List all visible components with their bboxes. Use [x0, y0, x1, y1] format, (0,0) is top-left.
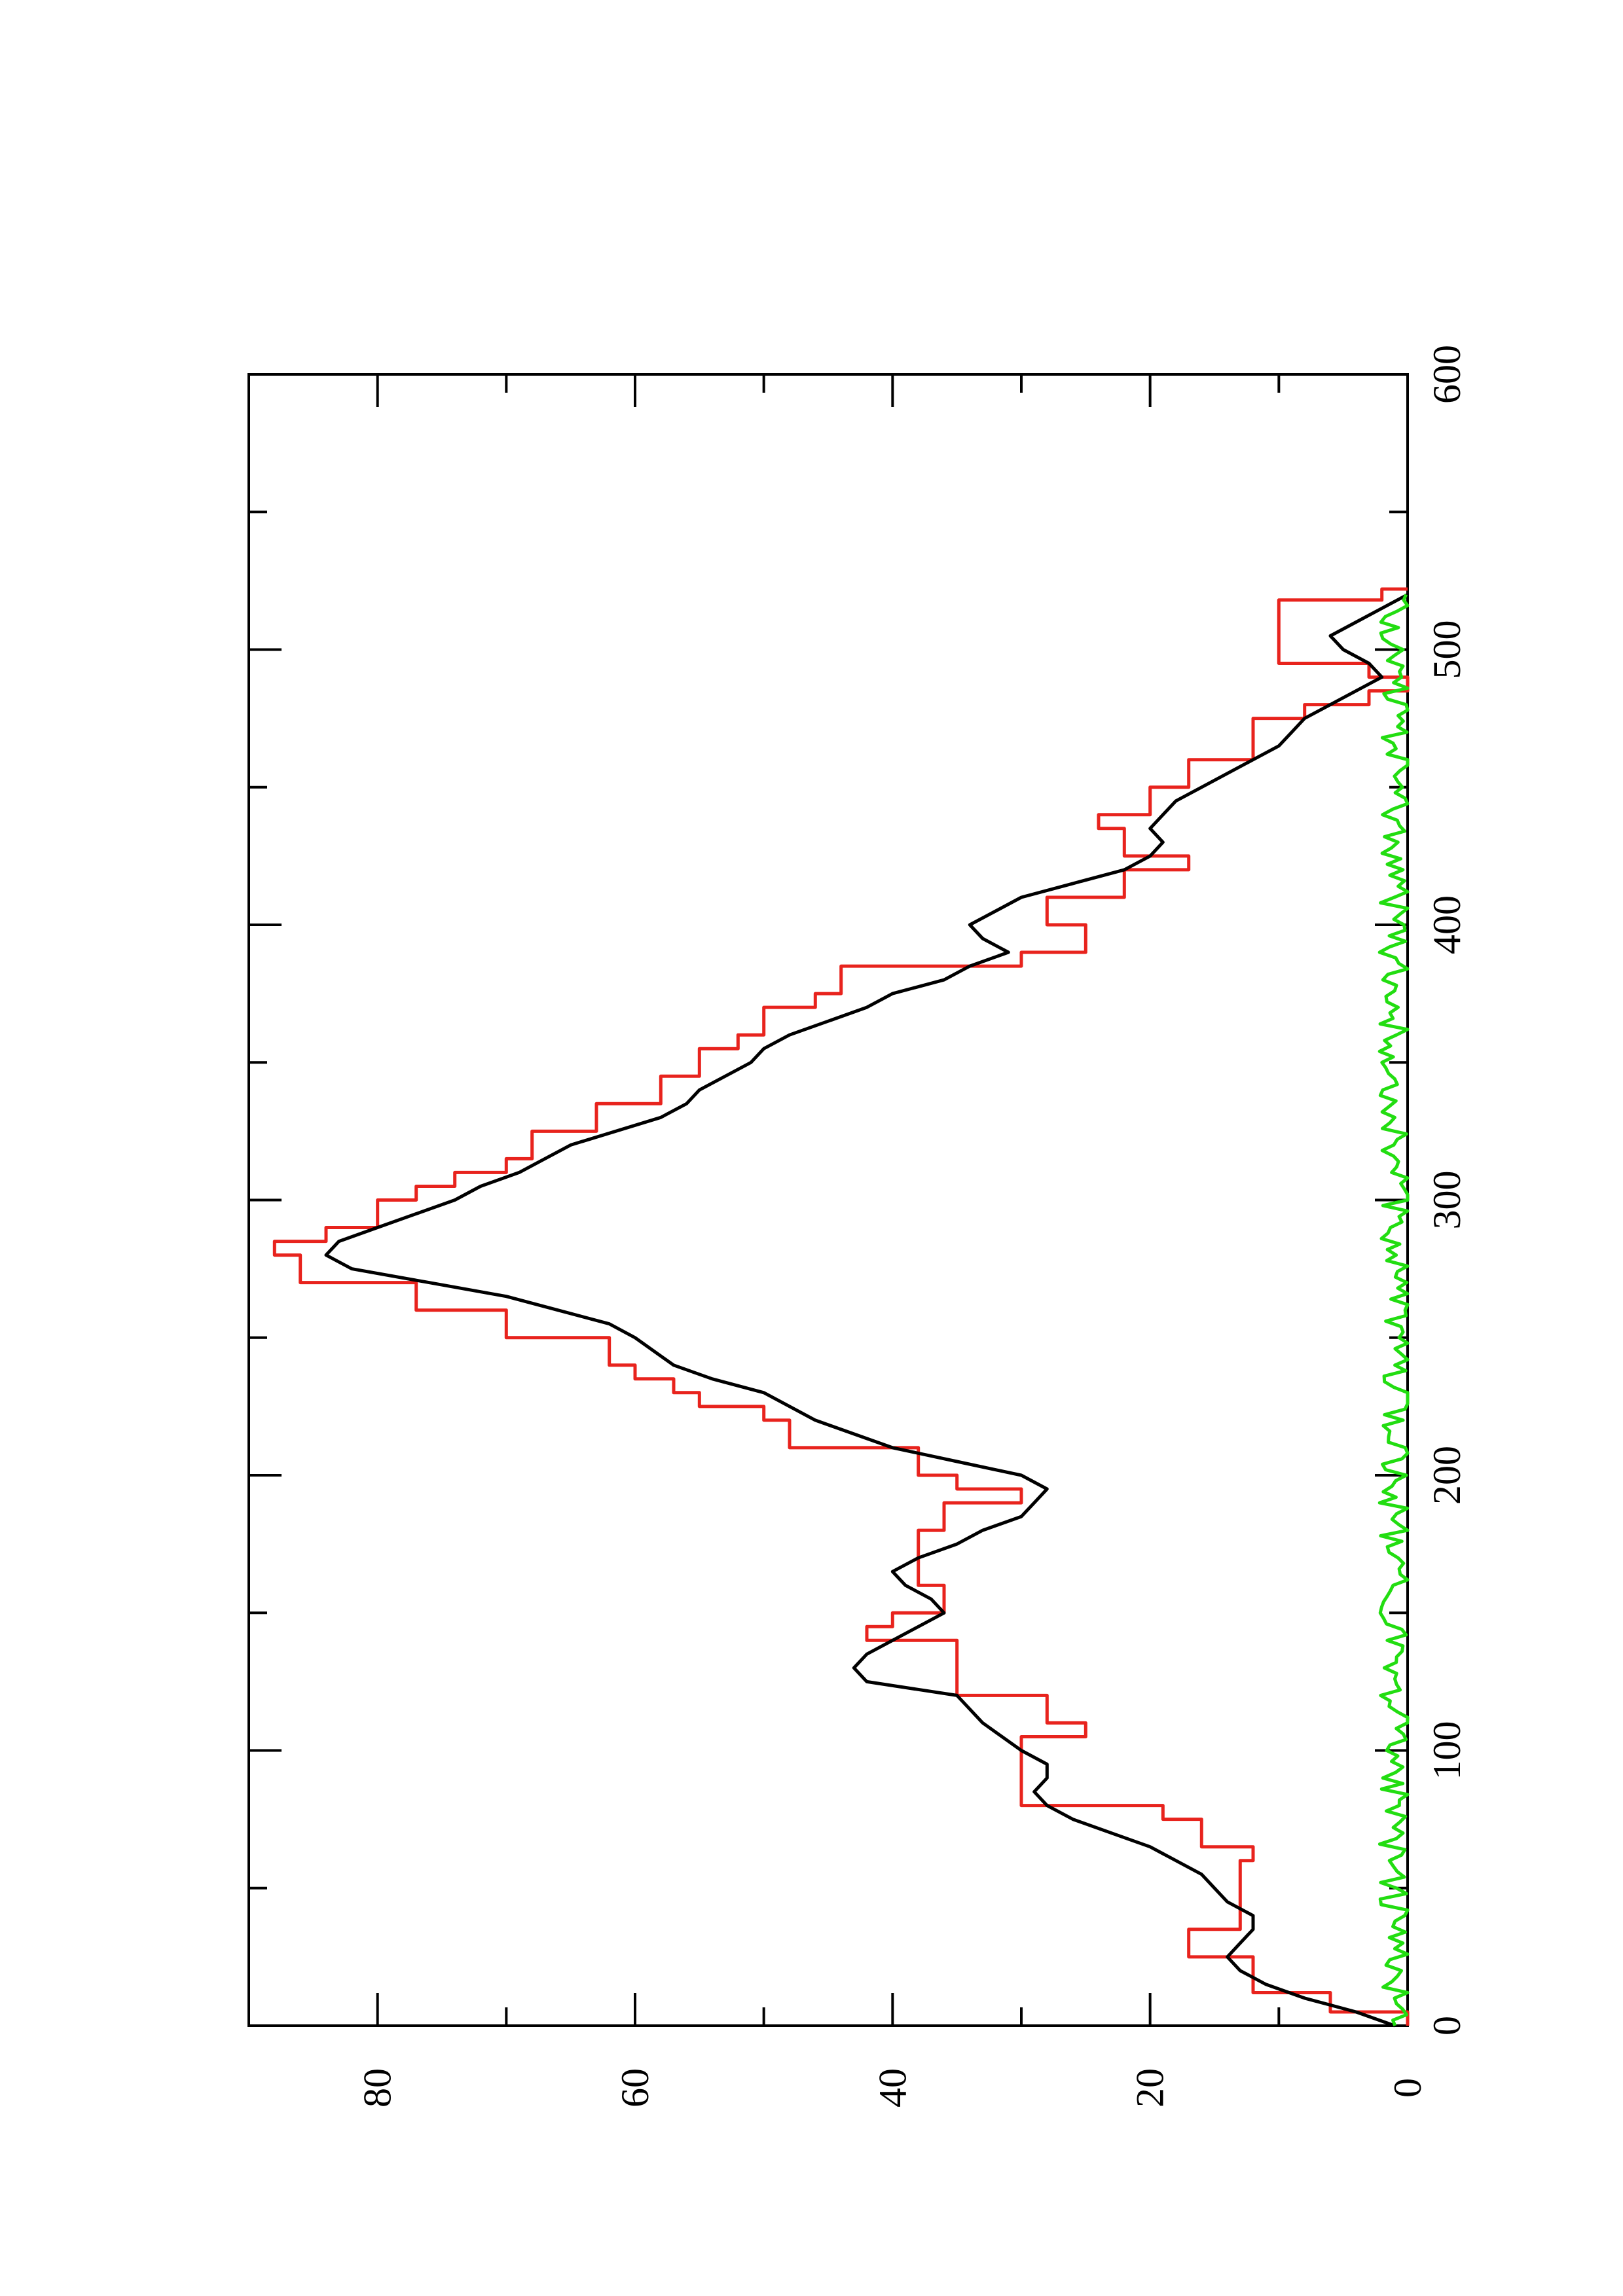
tick-labels-group: 0 100 200 300 400 500 600 0 20 40 60 80 [356, 345, 1468, 2108]
x-tick-label: 300 [1425, 1171, 1468, 1230]
ticks-group [249, 373, 1409, 2027]
y-tick-label: 0 [1386, 2078, 1429, 2098]
x-tick-label: 500 [1425, 620, 1468, 679]
x-tick-label: 400 [1425, 895, 1468, 954]
y-tick-label: 40 [871, 2068, 914, 2108]
y-tick-label: 20 [1129, 2068, 1172, 2108]
series-group [272, 587, 1410, 2028]
x-tick-label: 0 [1425, 2016, 1468, 2036]
plot-frame [247, 373, 1409, 2027]
x-tick-label: 200 [1425, 1446, 1468, 1505]
y-tick-label: 60 [613, 2068, 657, 2108]
series-line-3 [1377, 594, 1410, 2026]
series-line-1 [272, 587, 1410, 2026]
y-tick-label: 80 [356, 2068, 399, 2108]
series-line-2 [324, 593, 1409, 2028]
x-tick-label: 600 [1425, 345, 1468, 404]
x-tick-label: 100 [1425, 1721, 1468, 1780]
